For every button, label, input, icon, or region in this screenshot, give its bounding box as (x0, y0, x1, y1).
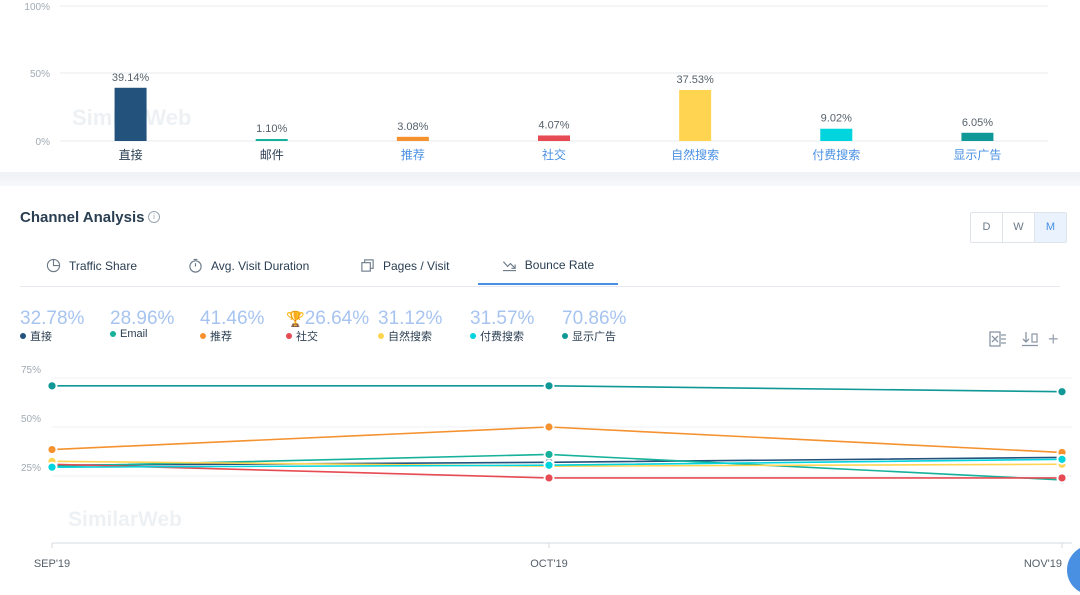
bar[interactable] (961, 132, 994, 141)
trophy-icon: 🏆 (286, 311, 305, 328)
x-tick-label: SEP'19 (34, 558, 70, 570)
data-point[interactable] (543, 421, 555, 433)
data-point[interactable] (543, 459, 555, 471)
pie-chart-icon (46, 258, 61, 273)
bar[interactable] (538, 135, 570, 141)
line-ytick-label: 25% (21, 463, 41, 474)
bar-category-label: 邮件 (260, 148, 284, 162)
series-line[interactable] (51, 426, 1063, 454)
period-toggle: D W M (970, 212, 1067, 243)
bar-ytick-label: 50% (30, 69, 50, 80)
tab-label: Pages / Visit (383, 258, 450, 273)
series-summary-value: 31.57% (470, 308, 535, 329)
tab-avg-visit-duration[interactable]: Avg. Visit Duration (188, 246, 309, 285)
period-button-day[interactable]: D (971, 213, 1003, 242)
data-point[interactable] (543, 449, 555, 460)
line-ytick-label: 75% (21, 365, 41, 376)
series-dot (286, 333, 292, 339)
series-summary-value: 32.78% (20, 308, 85, 329)
data-point[interactable] (46, 444, 58, 455)
section-title: Channel Analysis (20, 209, 145, 226)
x-tick-label: OCT'19 (530, 558, 568, 570)
info-icon[interactable]: i (148, 211, 160, 223)
series-summary-value: 26.64% (304, 308, 370, 329)
series-name: 社交 (296, 331, 318, 343)
bounce-rate-line-chart: 75% 50% 25% SimilarWeb SEP'19 OCT'19 NOV'19 (21, 365, 1072, 570)
bar[interactable] (820, 128, 853, 141)
bar-ytick-label: 0% (36, 137, 51, 148)
period-button-month[interactable]: M (1035, 213, 1066, 242)
legend-item-paid-search[interactable]: 31.57% 付费搜索 (470, 308, 534, 344)
bar[interactable] (255, 139, 288, 141)
series-name: 付费搜索 (480, 331, 524, 343)
series-dot (110, 331, 116, 337)
bar-value-label: 37.53% (676, 74, 714, 86)
watermark-text: SimilarWeb (68, 508, 182, 531)
period-button-week[interactable]: W (1003, 213, 1035, 242)
series-name: 显示广告 (572, 331, 616, 343)
data-point[interactable] (1056, 472, 1068, 484)
series-name: 直接 (30, 331, 52, 343)
data-point[interactable] (1056, 453, 1068, 465)
pages-icon (361, 259, 374, 272)
bar-value-label: 3.08% (397, 121, 428, 133)
bar-category-label[interactable]: 自然搜索 (671, 147, 719, 162)
tab-traffic-share[interactable]: Traffic Share (46, 246, 137, 285)
series-summary-value: 28.96% (110, 308, 175, 329)
bar-value-label: 9.02% (821, 113, 852, 125)
legend-item-display-ads[interactable]: 70.86% 显示广告 (562, 308, 626, 344)
series-dot (200, 333, 206, 339)
series-summary-value: 31.12% (378, 308, 443, 329)
card-separator (0, 172, 1080, 186)
channel-share-card: 100%50%0%SimilarWeb39.14%直接1.10%邮件3.08%推… (0, 0, 1080, 172)
tab-label: Avg. Visit Duration (211, 258, 310, 273)
bar-value-label: 39.14% (112, 72, 150, 84)
data-point[interactable] (543, 380, 555, 392)
series-name: 自然搜索 (388, 331, 432, 343)
bar-category-label[interactable]: 社交 (542, 147, 566, 162)
bar[interactable] (114, 87, 147, 141)
legend-item-organic-search[interactable]: 31.12% 自然搜索 (378, 308, 442, 344)
series-name: 推荐 (210, 331, 232, 343)
series-summary-value: 70.86% (562, 308, 627, 329)
bar-value-label: 1.10% (256, 123, 287, 135)
excel-export-icon[interactable] (989, 331, 1007, 350)
tab-pages-per-visit[interactable]: Pages / Visit (360, 246, 449, 285)
series-dot (378, 333, 384, 339)
x-tick-label: NOV'19 (1024, 558, 1062, 570)
legend-item-direct[interactable]: 32.78% 直接 (20, 308, 84, 344)
series-dot (562, 333, 568, 339)
line-ytick-label: 50% (21, 414, 41, 425)
bar-ytick-label: 100% (24, 2, 50, 13)
metric-tabs: Traffic Share Avg. Visit Duration Pages … (20, 246, 1060, 287)
bar-category-label[interactable]: 付费搜索 (812, 147, 860, 162)
bounce-arrow-icon (502, 261, 516, 272)
data-point[interactable] (46, 461, 58, 473)
bar[interactable] (679, 89, 712, 141)
bar-category-label[interactable]: 推荐 (401, 148, 425, 162)
data-point[interactable] (543, 472, 555, 484)
tab-bounce-rate[interactable]: Bounce Rate (478, 246, 618, 285)
bar-value-label: 4.07% (538, 119, 569, 131)
series-line[interactable] (52, 385, 1063, 393)
add-icon[interactable]: + (1048, 329, 1059, 349)
channel-share-bar-chart: 100%50%0%SimilarWeb39.14%直接1.10%邮件3.08%推… (24, 2, 1048, 162)
legend-item-social[interactable]: 🏆26.64% 社交 (286, 308, 369, 344)
legend-item-email[interactable]: 28.96% Email (110, 308, 174, 340)
tab-label: Traffic Share (69, 258, 138, 273)
legend-item-referral[interactable]: 41.46% 推荐 (200, 308, 264, 344)
series-name: Email (120, 328, 148, 340)
tab-label: Bounce Rate (524, 257, 595, 272)
data-point[interactable] (46, 380, 58, 392)
bar-value-label: 6.05% (962, 117, 993, 129)
series-summary-value: 41.46% (200, 308, 265, 329)
stopwatch-icon (189, 258, 202, 273)
series-dot (20, 333, 26, 339)
bar[interactable] (396, 136, 429, 141)
data-point[interactable] (1056, 386, 1068, 398)
series-dot (470, 333, 476, 339)
bar-category-label: 直接 (119, 147, 143, 162)
download-icon[interactable] (1021, 331, 1039, 350)
bar-category-label[interactable]: 显示广告 (953, 148, 1001, 162)
